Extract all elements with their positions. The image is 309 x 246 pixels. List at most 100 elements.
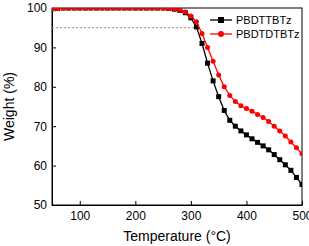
tick-mark — [52, 126, 56, 127]
tick-mark — [52, 166, 56, 167]
marker — [77, 8, 82, 11]
frame — [52, 8, 302, 205]
tick: 300 — [181, 201, 201, 223]
marker — [222, 108, 227, 113]
tick-label: 70 — [34, 120, 48, 134]
series-line — [52, 8, 302, 154]
marker — [250, 109, 255, 114]
marker — [116, 8, 121, 11]
marker — [255, 112, 260, 117]
marker — [83, 8, 88, 11]
marker — [216, 94, 221, 99]
marker — [61, 8, 66, 11]
tick: 500 — [292, 201, 309, 223]
marker — [272, 124, 277, 129]
marker — [227, 118, 232, 123]
marker — [194, 19, 199, 24]
tick-label: 300 — [181, 209, 201, 223]
tick-mark — [135, 201, 136, 205]
tick: 60 — [34, 159, 56, 173]
marker — [100, 8, 105, 11]
marker — [111, 8, 116, 11]
marker — [172, 8, 177, 12]
marker — [150, 8, 155, 11]
marker — [255, 140, 260, 145]
marker — [266, 119, 271, 124]
marker — [88, 8, 93, 11]
marker — [244, 106, 249, 111]
tick-label: 90 — [34, 41, 48, 55]
marker — [122, 8, 127, 11]
marker — [127, 8, 132, 11]
marker — [283, 134, 288, 139]
marker — [77, 8, 82, 11]
marker — [177, 8, 182, 12]
marker — [200, 41, 205, 46]
tick-label: 400 — [237, 209, 257, 223]
marker — [294, 145, 299, 150]
marker — [94, 8, 99, 11]
marker — [238, 128, 243, 133]
marker — [233, 99, 238, 104]
tick: 80 — [34, 80, 56, 94]
tick: 200 — [126, 201, 146, 223]
marker — [166, 8, 171, 11]
marker — [155, 8, 160, 11]
marker — [55, 8, 60, 11]
plot: 1002003004005005060708090100PBDTTBTzPBDT… — [27, 1, 309, 222]
tick: 400 — [237, 201, 257, 223]
legend-marker — [218, 31, 224, 37]
marker — [300, 151, 303, 156]
marker — [200, 31, 205, 36]
marker — [211, 78, 216, 83]
tick-label: 100 — [27, 1, 47, 15]
marker — [233, 124, 238, 129]
marker — [244, 132, 249, 137]
reference-line — [52, 27, 197, 28]
marker — [211, 59, 216, 64]
marker — [72, 8, 77, 11]
marker — [100, 8, 105, 11]
marker — [61, 8, 66, 11]
marker — [261, 115, 266, 120]
chart: 1002003004005005060708090100PBDTTBTzPBDT… — [0, 0, 309, 246]
marker — [283, 162, 288, 167]
marker — [166, 8, 171, 11]
legend-label: PBDTDTBTz — [236, 28, 300, 40]
marker — [250, 136, 255, 141]
marker — [216, 72, 221, 77]
marker — [294, 175, 299, 180]
tick-mark — [191, 201, 192, 205]
marker — [133, 8, 138, 11]
marker — [183, 10, 188, 15]
x-axis-title: Temperature (°C) — [123, 228, 231, 244]
marker — [105, 8, 110, 11]
marker — [222, 84, 227, 89]
marker — [238, 103, 243, 108]
marker — [261, 143, 266, 148]
tick-mark — [52, 47, 56, 48]
tick-mark — [246, 201, 247, 205]
marker — [55, 8, 60, 11]
tick-label: 100 — [70, 209, 90, 223]
marker — [94, 8, 99, 11]
series-line — [52, 8, 302, 185]
tick-mark — [80, 201, 81, 205]
marker — [288, 139, 293, 144]
marks — [52, 8, 302, 187]
marker — [105, 8, 110, 11]
marker — [144, 8, 149, 11]
marker — [127, 8, 132, 11]
marker — [138, 8, 143, 11]
marker — [205, 45, 210, 50]
marker — [66, 8, 71, 11]
marker — [133, 8, 138, 11]
marker — [277, 128, 282, 133]
legend-label: PBDTTBTz — [236, 14, 292, 26]
y-axis-title: Weight (%) — [1, 72, 17, 141]
marker — [144, 8, 149, 11]
marker — [161, 8, 166, 11]
tick-label: 200 — [126, 209, 146, 223]
marker — [122, 8, 127, 11]
tick-label: 60 — [34, 159, 48, 173]
